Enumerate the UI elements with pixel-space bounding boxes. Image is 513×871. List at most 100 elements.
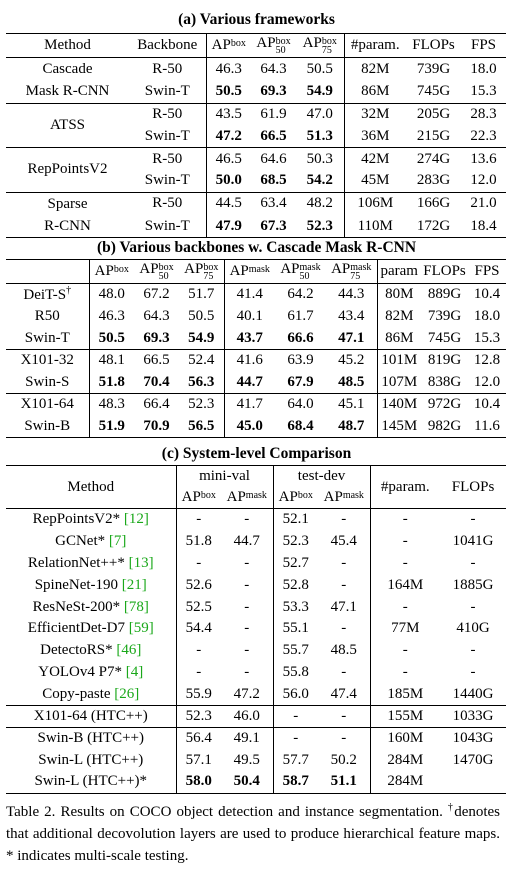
- header-script: mask: [245, 489, 267, 501]
- cell: 15.3: [473, 329, 501, 346]
- header-base: AP: [256, 35, 276, 51]
- header-base: AP: [94, 263, 114, 279]
- cell: 185M: [387, 685, 424, 702]
- header-cell: param: [377, 259, 421, 284]
- cell: -: [221, 596, 274, 618]
- cell: 46.0: [221, 705, 274, 728]
- row-label: Swin-S: [6, 371, 90, 394]
- cell: 56.3: [179, 371, 225, 394]
- cell: -: [370, 508, 441, 531]
- header-cell: mini-val: [176, 465, 274, 487]
- cell: 77M: [391, 620, 420, 637]
- cell: 982G: [421, 415, 468, 438]
- cell: 51.8: [98, 373, 125, 390]
- cell: Swin-T: [129, 125, 207, 148]
- cell: 70.4: [143, 373, 170, 390]
- row: GCNet* [7] 51.8 44.7 52.3 45.4 - 1041G: [6, 530, 506, 553]
- cell: 13.6: [461, 147, 506, 170]
- row-label: R50: [6, 305, 90, 328]
- cell: 215G: [416, 127, 451, 144]
- cell: 972G: [421, 393, 468, 416]
- header-sub: 50: [275, 45, 286, 56]
- cell: 82M: [344, 57, 406, 81]
- cell: R-50: [129, 57, 207, 81]
- cell: -: [196, 554, 202, 571]
- cell: 43.4: [326, 305, 378, 328]
- header-row: Method mini-val test-dev #param. FLOPs: [6, 465, 507, 509]
- header-base: AP: [331, 261, 351, 277]
- header-row: Method Backbone AP box AP box 50 AP box 75 #param.…: [6, 33, 506, 58]
- header-cell: AP box 75: [296, 33, 345, 58]
- cell: 63.9: [275, 349, 326, 372]
- cell: Swin-T: [129, 169, 207, 193]
- header-sup: box: [113, 264, 129, 275]
- method-cell: X101-64 (HTC++): [6, 705, 177, 728]
- cell: 48.1: [89, 349, 134, 372]
- cell: 55.9: [185, 685, 212, 702]
- cell: -: [470, 554, 476, 571]
- row: Swin-L (HTC++) 57.1 49.5 57.7 50.2 284M 1470G: [6, 749, 506, 772]
- cell: 1043G: [440, 726, 507, 750]
- cell: 64.2: [275, 283, 326, 306]
- method-name: EfficientDet-D7: [27, 620, 125, 637]
- cell: 274G: [406, 147, 461, 170]
- cell: 55.1: [282, 620, 309, 637]
- cell: 42M: [344, 147, 406, 170]
- method-cell: ResNeSt-200* [78]: [6, 596, 177, 618]
- row: Swin-B 51.9 70.9 56.5 45.0 68.4 48.7 145M 982G 11…: [6, 415, 506, 438]
- cell: 838G: [427, 373, 462, 390]
- header-sup: box: [275, 36, 291, 47]
- cell: 67.2: [134, 283, 179, 306]
- backbone-name: R50: [34, 308, 60, 324]
- method-cell: RepPointsV2* [12]: [6, 508, 177, 531]
- method-cell: RelationNet++* [13]: [6, 552, 177, 575]
- cell: 44.7: [221, 530, 274, 553]
- cell: -: [221, 508, 274, 531]
- cell: -: [196, 664, 202, 681]
- header-cell: AP mask 75: [326, 259, 378, 284]
- row-label: X101-32: [6, 349, 90, 372]
- header-script: box: [113, 264, 129, 275]
- cell: 46.3: [98, 308, 125, 324]
- cell: 164M: [387, 576, 424, 593]
- cell: -: [318, 661, 371, 684]
- cell: 45.0: [224, 415, 275, 438]
- method-name: Swin-L (HTC++)*: [34, 773, 148, 790]
- cell: 69.3: [143, 329, 170, 346]
- cell: 1440G: [452, 685, 494, 702]
- method-name: SpineNet-190: [34, 576, 119, 593]
- cell: 48.7: [326, 415, 378, 438]
- cell: 52.6: [185, 576, 212, 593]
- cell: 52.1: [273, 508, 319, 531]
- cell: 56.4: [176, 726, 221, 750]
- cell: 284M: [387, 751, 424, 768]
- cell: 15.3: [470, 82, 497, 99]
- row: Swin-L (HTC++)* 58.0 50.4 58.7 51.1 284M: [6, 771, 507, 794]
- cell: -: [470, 664, 476, 681]
- cell: -: [402, 642, 408, 659]
- header-cell: Method: [6, 465, 177, 509]
- header-base: AP: [278, 488, 298, 505]
- cell: 28.3: [461, 102, 506, 126]
- citation: [4]: [125, 664, 144, 681]
- header-sup: mask: [245, 489, 267, 501]
- cell: 140M: [377, 393, 421, 416]
- cell: 1041G: [452, 532, 494, 549]
- header-row: AP box AP box 50 AP box 75 AP mask AP mask 50 AP mask 7…: [6, 259, 506, 284]
- cell: -: [470, 598, 476, 615]
- cell: 41.4: [224, 283, 275, 306]
- header-sup: mask: [342, 489, 364, 501]
- cell: 50.5: [215, 82, 242, 99]
- cell: 12.0: [473, 373, 501, 390]
- cell: 57.7: [282, 751, 309, 768]
- cell: 47.0: [296, 102, 345, 126]
- header-sub: 50: [299, 271, 310, 282]
- cell: 50.2: [318, 749, 371, 772]
- citation: [26]: [114, 685, 140, 702]
- header-cell: FLOPs: [440, 465, 507, 509]
- footnote-mark: †: [66, 285, 72, 297]
- cell: 47.1: [326, 327, 378, 350]
- cell: 47.2: [221, 683, 274, 706]
- cell: Swin-T: [129, 215, 207, 239]
- row: EfficientDet-D7 [59] 54.4-55.1-77M 410G: [6, 617, 506, 640]
